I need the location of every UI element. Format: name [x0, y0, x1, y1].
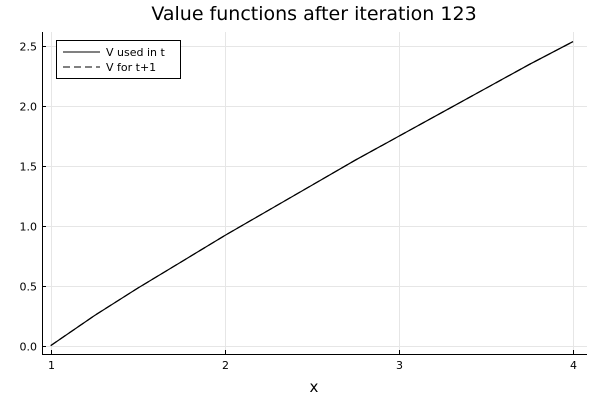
- legend-box: [56, 40, 181, 79]
- x-tick-label: 2: [222, 359, 229, 372]
- y-tick-label: 0.0: [20, 341, 38, 354]
- y-tick-label: 2.5: [20, 41, 38, 54]
- y-tick-label: 0.5: [20, 281, 38, 294]
- y-tick-label: 1.0: [20, 221, 38, 234]
- x-tick-label: 1: [48, 359, 55, 372]
- grid: [42, 32, 587, 354]
- axes: [42, 32, 587, 355]
- series-line-v-used-in-t: [50, 41, 574, 347]
- x-tick-label: 3: [396, 359, 403, 372]
- x-axis-label: x: [310, 378, 319, 396]
- y-tick-label: 2.0: [20, 101, 38, 114]
- y-tick-label: 1.5: [20, 161, 38, 174]
- x-tick-label: 4: [570, 359, 577, 372]
- legend-label-v-used: V used in t: [106, 46, 165, 59]
- chart-title: Value functions after iteration 123: [151, 3, 476, 25]
- ticks: 1 2 3 4 0.0 0.5 1.0 1.5 2.0 2.5: [20, 41, 578, 373]
- legend: V used in t V for t+1: [56, 40, 181, 79]
- legend-label-v-next: V for t+1: [106, 61, 156, 74]
- series-line-v-for-t-plus-1: [50, 41, 574, 347]
- series: [50, 41, 574, 347]
